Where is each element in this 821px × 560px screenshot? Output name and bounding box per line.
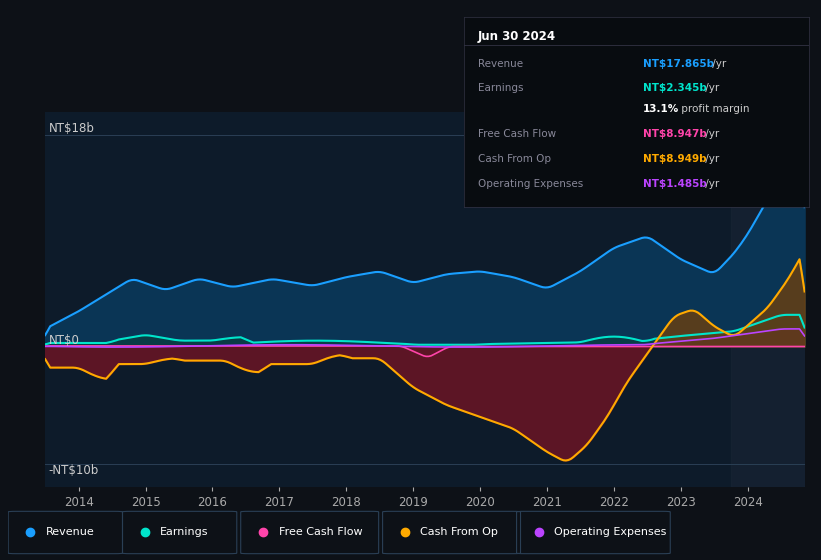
Text: /yr: /yr [703, 179, 720, 189]
Text: Cash From Op: Cash From Op [478, 154, 551, 164]
Text: profit margin: profit margin [677, 104, 749, 114]
Text: /yr: /yr [709, 59, 726, 69]
Text: NT$8.949b: NT$8.949b [643, 154, 707, 164]
Text: Operating Expenses: Operating Expenses [554, 527, 667, 537]
Text: Revenue: Revenue [478, 59, 523, 69]
Text: 13.1%: 13.1% [643, 104, 680, 114]
Text: Earnings: Earnings [160, 527, 209, 537]
Text: NT$1.485b: NT$1.485b [643, 179, 707, 189]
Text: NT$8.947b: NT$8.947b [643, 129, 707, 139]
Text: /yr: /yr [703, 83, 720, 94]
Text: NT$18b: NT$18b [48, 123, 94, 136]
Text: /yr: /yr [703, 154, 720, 164]
Bar [731, 112, 805, 487]
Text: Free Cash Flow: Free Cash Flow [478, 129, 556, 139]
Text: Cash From Op: Cash From Op [420, 527, 498, 537]
Text: Revenue: Revenue [46, 527, 94, 537]
Text: Free Cash Flow: Free Cash Flow [278, 527, 362, 537]
Text: Jun 30 2024: Jun 30 2024 [478, 30, 556, 43]
Text: NT$17.865b: NT$17.865b [643, 59, 714, 69]
Text: /yr: /yr [703, 129, 720, 139]
Text: NT$2.345b: NT$2.345b [643, 83, 707, 94]
Text: -NT$10b: -NT$10b [48, 464, 99, 477]
Text: Earnings: Earnings [478, 83, 523, 94]
Text: Operating Expenses: Operating Expenses [478, 179, 583, 189]
Text: NT$0: NT$0 [48, 334, 80, 347]
